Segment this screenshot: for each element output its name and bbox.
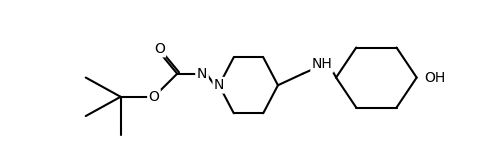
Text: O: O bbox=[154, 42, 165, 56]
Text: O: O bbox=[148, 90, 160, 104]
Text: N: N bbox=[197, 67, 207, 81]
Text: N: N bbox=[214, 78, 224, 92]
Text: N: N bbox=[197, 67, 207, 81]
Text: OH: OH bbox=[424, 71, 446, 84]
Text: NH: NH bbox=[312, 57, 332, 71]
